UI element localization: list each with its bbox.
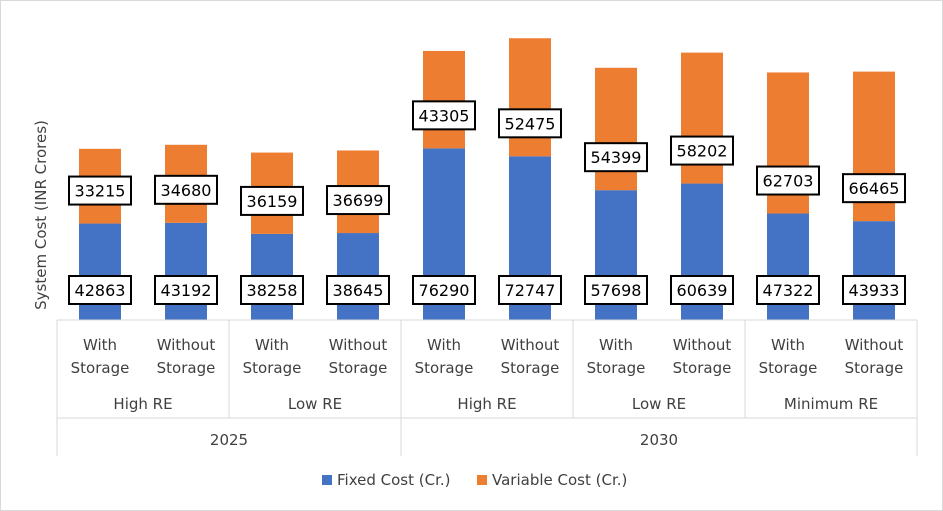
data-label-variable: 43305 — [419, 106, 470, 125]
group-label: Low RE — [288, 395, 342, 413]
group-label: Minimum RE — [784, 395, 878, 413]
legend-label-variable: Variable Cost (Cr.) — [492, 471, 627, 489]
legend-swatch-variable — [477, 475, 487, 485]
data-label-fixed-box — [154, 275, 218, 305]
category-tick-label: Without — [329, 336, 388, 354]
bar-fixed-cost — [79, 223, 121, 320]
data-label-variable-box — [670, 135, 734, 166]
data-label-variable-box — [498, 108, 562, 139]
data-label-variable-box — [326, 185, 390, 216]
category-tick-label: Storage — [845, 359, 904, 377]
category-tick-label: Storage — [71, 359, 130, 377]
data-labels-layer: 42863 33215 43192 34680 38258 36159 38645 36699… — [68, 100, 906, 305]
data-label-variable: 54399 — [591, 148, 642, 167]
data-label-fixed: 38258 — [247, 281, 298, 300]
data-label-fixed-box — [842, 275, 906, 305]
data-label-fixed: 60639 — [677, 281, 728, 300]
data-label-variable: 33215 — [75, 182, 126, 201]
data-label-fixed-box — [756, 275, 820, 305]
category-tick-label: Without — [673, 336, 732, 354]
data-label-fixed: 76290 — [419, 281, 470, 300]
data-label-fixed-box — [584, 275, 648, 305]
data-label-variable: 58202 — [677, 142, 728, 161]
category-tick-label: With — [427, 336, 461, 354]
data-label-variable-box — [68, 175, 132, 206]
bar-fixed-cost — [165, 222, 207, 320]
data-label-fixed-box — [412, 275, 476, 305]
data-label-variable: 62703 — [763, 172, 814, 191]
legend-label-fixed: Fixed Cost (Cr.) — [337, 471, 451, 489]
data-label-variable: 34680 — [161, 181, 212, 200]
category-tick-label: Storage — [759, 359, 818, 377]
data-label-fixed-box — [326, 275, 390, 305]
data-label-fixed-box — [68, 275, 132, 305]
data-label-variable-box — [412, 100, 476, 131]
category-tick-label: Storage — [243, 359, 302, 377]
data-label-variable: 52475 — [505, 114, 556, 133]
category-tick-label: With — [599, 336, 633, 354]
legend: Fixed Cost (Cr.) Variable Cost (Cr.) — [322, 471, 627, 489]
data-label-fixed: 47322 — [763, 281, 814, 300]
data-label-fixed: 72747 — [505, 281, 556, 300]
category-tick-label: Storage — [329, 359, 388, 377]
legend-swatch-fixed — [322, 475, 332, 485]
bar-fixed-cost — [853, 221, 895, 320]
group-label: Low RE — [632, 395, 686, 413]
data-label-variable-box — [240, 185, 304, 216]
data-label-fixed: 43933 — [849, 281, 900, 300]
data-label-variable: 36699 — [333, 191, 384, 210]
group-label: High RE — [113, 395, 172, 413]
bar-variable-cost — [423, 50, 465, 149]
data-label-variable: 66465 — [849, 179, 900, 198]
data-label-fixed-box — [670, 275, 734, 305]
data-label-fixed: 42863 — [75, 281, 126, 300]
category-tick-label: Without — [157, 336, 216, 354]
category-tick-label: Storage — [157, 359, 216, 377]
category-axis: With Storage Without Storage With Storage With… — [56, 319, 918, 456]
category-tick-label: Storage — [673, 359, 732, 377]
data-label-variable: 36159 — [247, 192, 298, 211]
category-tick-label: Storage — [501, 359, 560, 377]
category-tick-label: Storage — [587, 359, 646, 377]
category-tick-label: With — [771, 336, 805, 354]
group-label: High RE — [457, 395, 516, 413]
year-label: 2025 — [210, 431, 248, 449]
data-label-fixed: 38645 — [333, 281, 384, 300]
data-label-fixed: 57698 — [591, 281, 642, 300]
data-label-variable-box — [584, 142, 648, 173]
data-label-variable-box — [756, 165, 820, 196]
category-tick-label: Without — [845, 336, 904, 354]
data-label-fixed-box — [498, 275, 562, 305]
data-label-variable-box — [842, 173, 906, 204]
data-label-fixed: 43192 — [161, 281, 212, 300]
category-tick-label: With — [83, 336, 117, 354]
y-axis-label: System Cost (INR Crores) — [32, 120, 50, 310]
category-tick-label: Without — [501, 336, 560, 354]
bar-variable-cost — [509, 38, 551, 157]
category-tick-label: With — [255, 336, 289, 354]
year-label: 2030 — [640, 431, 678, 449]
data-label-variable-box — [154, 174, 218, 205]
data-label-fixed-box — [240, 275, 304, 305]
category-tick-label: Storage — [415, 359, 474, 377]
